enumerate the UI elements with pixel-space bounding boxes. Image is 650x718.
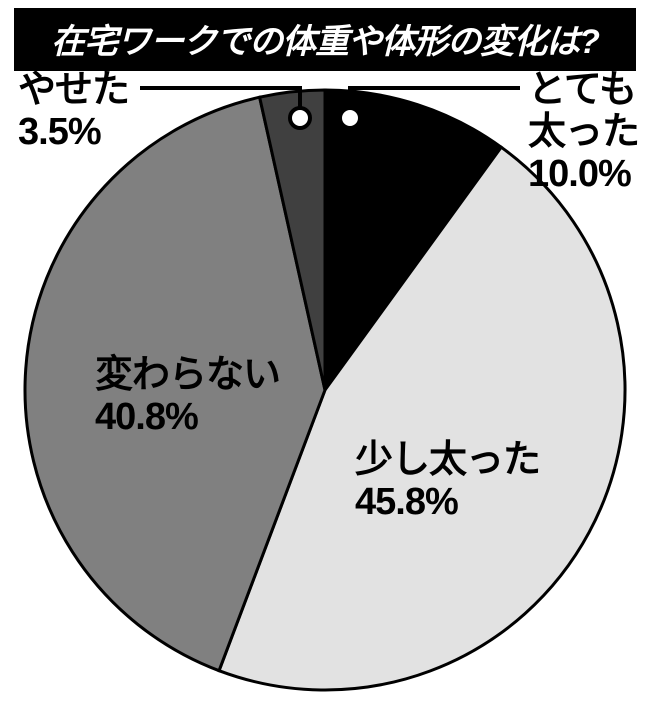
label-lost: やせた 3.5% bbox=[18, 70, 129, 154]
callout-ring bbox=[340, 108, 360, 128]
label-unchanged: 変わらない 40.8% bbox=[95, 355, 280, 439]
label-text: とても bbox=[528, 69, 636, 111]
label-pct: 40.8% bbox=[95, 397, 280, 439]
label-little-fat: 少し太った 45.8% bbox=[355, 440, 540, 524]
callout-ring bbox=[290, 108, 310, 128]
label-text: 少し太った bbox=[355, 439, 540, 481]
label-text: 変わらない bbox=[95, 354, 280, 396]
label-text: やせた bbox=[18, 69, 129, 111]
label-pct: 10.0% bbox=[528, 154, 639, 196]
label-very-fat: とても 太った 10.0% bbox=[528, 70, 639, 195]
label-pct: 45.8% bbox=[355, 482, 540, 524]
chart-title: 在宅ワークでの体重や体形の変化は? bbox=[14, 8, 636, 71]
label-pct: 3.5% bbox=[18, 112, 129, 154]
label-text2: 太った bbox=[528, 111, 639, 153]
